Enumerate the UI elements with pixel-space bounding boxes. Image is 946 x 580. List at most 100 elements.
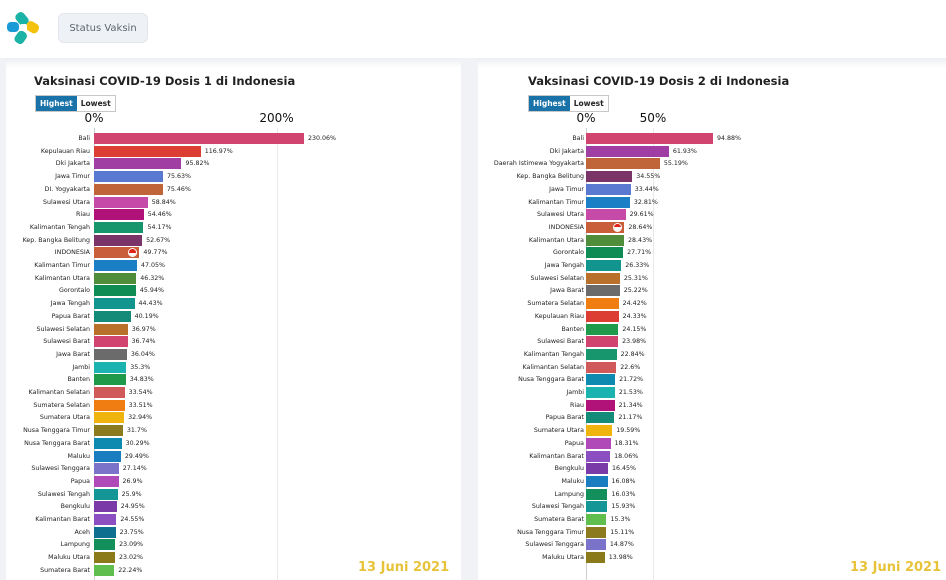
bar[interactable] (586, 501, 608, 513)
chart-row[interactable]: Nusa Tenggara Barat 30.29% (6, 437, 461, 450)
bar[interactable] (94, 526, 116, 538)
chart-row[interactable]: Kalimantan Selatan 33.54% (6, 386, 461, 399)
bar[interactable] (586, 234, 625, 246)
chart-row[interactable]: Sulawesi Tengah 25.9% (6, 488, 461, 501)
bar[interactable] (94, 399, 125, 411)
bar[interactable] (586, 285, 620, 297)
bar[interactable] (586, 310, 619, 322)
bar[interactable] (94, 247, 140, 259)
bar[interactable] (94, 501, 117, 513)
dose2-highest-button[interactable]: Highest (529, 96, 570, 111)
chart-row[interactable]: Banten 24.15% (478, 323, 946, 336)
bar[interactable] (586, 260, 622, 271)
bar[interactable] (94, 488, 118, 500)
bar[interactable] (94, 285, 136, 297)
chart-row[interactable]: Riau 54.46% (6, 208, 461, 221)
bar[interactable] (94, 310, 131, 322)
bar[interactable] (586, 387, 615, 398)
chart-row[interactable]: Jawa Barat 36.04% (6, 348, 461, 361)
bar[interactable] (94, 336, 128, 348)
bar[interactable] (586, 336, 619, 348)
bar[interactable] (586, 183, 631, 195)
chart-row[interactable]: Gorontalo 45.94% (6, 284, 461, 297)
bar[interactable] (586, 488, 608, 500)
bar[interactable] (586, 374, 616, 386)
chart-row[interactable]: Banten 34.83% (6, 373, 461, 386)
bar[interactable] (586, 298, 619, 310)
chart-row[interactable]: Papua Barat 21.17% (478, 411, 946, 424)
dose2-lowest-button[interactable]: Lowest (569, 96, 608, 111)
bar[interactable] (586, 272, 620, 284)
chart-row[interactable]: Jawa Tengah 44.43% (6, 297, 461, 310)
bar[interactable] (586, 247, 624, 259)
chart-row[interactable]: Sulawesi Selatan 36.97% (6, 323, 461, 336)
bar[interactable] (586, 158, 660, 170)
chart-row[interactable]: Sumatera Barat 22.24% (6, 564, 461, 577)
chart-row[interactable]: Aceh 23.75% (6, 526, 461, 539)
bar[interactable] (586, 348, 617, 360)
chart-row[interactable]: Sulawesi Tenggara 27.14% (6, 462, 461, 475)
bar[interactable] (94, 158, 182, 170)
chart-row[interactable]: Sumatera Selatan 33.51% (6, 399, 461, 412)
bar[interactable] (94, 183, 163, 195)
chart-row[interactable]: Sumatera Utara 19.59% (478, 424, 946, 437)
bar[interactable] (586, 437, 611, 449)
bar[interactable] (586, 475, 608, 487)
chart-row[interactable]: Sulawesi Tenggara 14.87% (478, 538, 946, 551)
bar[interactable] (94, 209, 144, 221)
bar[interactable] (94, 145, 201, 157)
bar[interactable] (586, 196, 630, 208)
bar[interactable] (586, 412, 615, 424)
chart-row[interactable]: Kalimantan Tengah 54.17% (6, 221, 461, 234)
bar[interactable] (94, 221, 144, 233)
bar[interactable] (94, 463, 119, 475)
chart-row[interactable]: Kepulauan Riau 24.33% (478, 310, 946, 323)
chart-row[interactable]: Maluku Utara 23.02% (6, 551, 461, 564)
chart-row[interactable]: Maluku 29.49% (6, 450, 461, 463)
bar[interactable] (586, 552, 605, 564)
chart-row[interactable]: Sulawesi Selatan 25.31% (478, 272, 946, 285)
chart-row[interactable]: Papua 18.31% (478, 437, 946, 450)
bar[interactable] (586, 361, 617, 373)
chart-row[interactable]: Kep. Bangka Belitung 52.67% (6, 234, 461, 247)
chart-row[interactable]: Bali 230.06% (6, 132, 461, 145)
dose1-highest-button[interactable]: Highest (36, 96, 77, 111)
bar[interactable] (586, 526, 607, 538)
bar[interactable] (586, 145, 669, 157)
chart-row[interactable]: Kalimantan Timur 32.81% (478, 196, 946, 209)
bar[interactable] (94, 552, 115, 564)
chart-row[interactable]: Sumatera Selatan 24.42% (478, 297, 946, 310)
bar[interactable] (94, 514, 117, 525)
chart-row[interactable]: Sulawesi Utara 58.84% (6, 196, 461, 209)
chart-row[interactable]: Nusa Tenggara Timur 31.7% (6, 424, 461, 437)
bar[interactable] (586, 514, 607, 525)
chart-row[interactable]: Gorontalo 27.71% (478, 246, 946, 259)
chart-row[interactable]: Dki Jakarta 95.82% (6, 157, 461, 170)
bar[interactable] (94, 361, 127, 373)
chart-row[interactable]: Nusa Tenggara Barat 21.72% (478, 373, 946, 386)
status-vaksin-button[interactable]: Status Vaksin (58, 13, 148, 43)
bar[interactable] (586, 425, 613, 437)
bar[interactable] (94, 323, 128, 335)
bar[interactable] (94, 387, 125, 398)
bar[interactable] (94, 272, 137, 284)
chart-row[interactable]: Sulawesi Tengah 15.93% (478, 500, 946, 513)
bar[interactable] (94, 539, 116, 551)
bar[interactable] (94, 425, 123, 437)
chart-row[interactable]: Kalimantan Utara 28.43% (478, 234, 946, 247)
chart-row[interactable]: Papua Barat 40.19% (6, 310, 461, 323)
bar[interactable] (586, 399, 615, 411)
chart-row[interactable]: Sulawesi Barat 23.98% (478, 335, 946, 348)
chart-row[interactable]: Papua 26.9% (6, 475, 461, 488)
bar[interactable] (94, 298, 135, 310)
bar[interactable] (586, 323, 619, 335)
chart-row[interactable]: Riau 21.34% (478, 399, 946, 412)
chart-row[interactable]: Kep. Bangka Belitung 34.55% (478, 170, 946, 183)
bar[interactable] (94, 450, 121, 462)
bar[interactable] (94, 564, 115, 576)
bar[interactable] (586, 171, 633, 183)
bar[interactable] (94, 133, 304, 144)
bar[interactable] (586, 463, 609, 475)
bar[interactable] (94, 374, 126, 386)
kemenkes-logo-icon[interactable] (4, 10, 44, 46)
